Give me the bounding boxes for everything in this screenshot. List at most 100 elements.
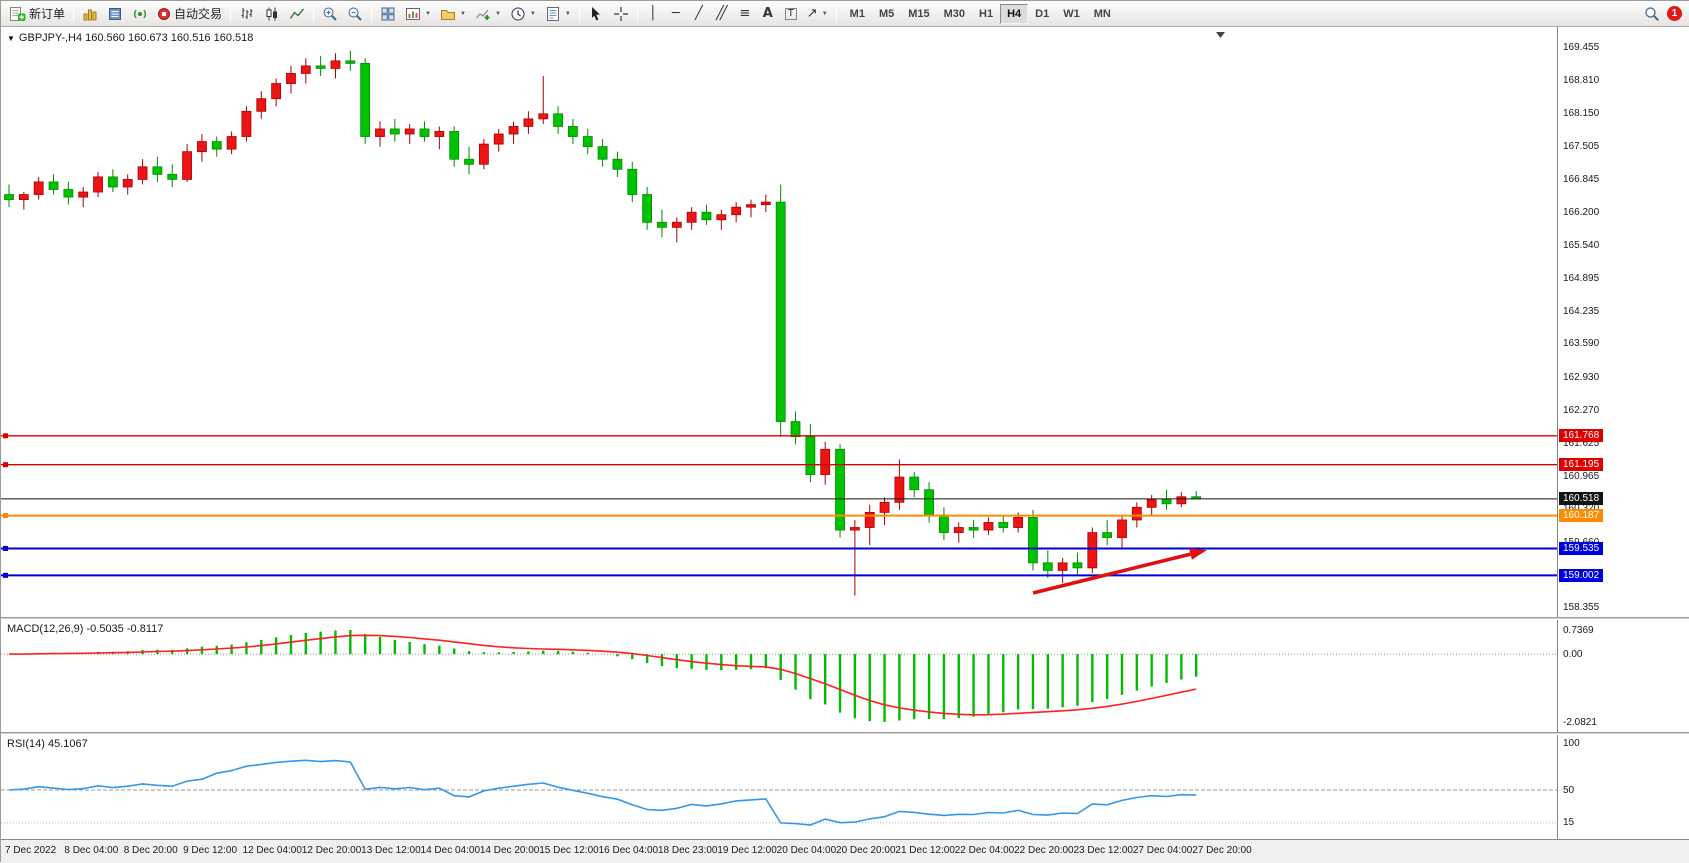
candle <box>18 192 29 210</box>
templates-button[interactable]: ▼ <box>541 3 575 25</box>
horizontal-line-tool-button[interactable]: ─ <box>665 3 687 25</box>
chart-window-button[interactable] <box>78 3 102 25</box>
profiles-button[interactable]: ▼ <box>436 3 470 25</box>
candle <box>211 136 222 157</box>
crosshair-button[interactable] <box>609 3 633 25</box>
chart-shift-marker-icon[interactable] <box>1216 32 1225 38</box>
data-window-button[interactable] <box>128 3 152 25</box>
search-button[interactable] <box>1640 3 1664 25</box>
trendline-icon: ╱ <box>694 6 703 21</box>
text-tool-icon: A <box>762 6 773 21</box>
tf-button-M15[interactable]: M15 <box>901 4 936 24</box>
price-chart-panel[interactable] <box>1 27 1557 617</box>
label-tool-button[interactable]: T <box>780 3 802 25</box>
candle <box>983 517 994 536</box>
trendline-tool-button[interactable]: ╱ <box>688 3 710 25</box>
candle <box>968 519 979 538</box>
tf-button-MN[interactable]: MN <box>1087 4 1118 24</box>
vertical-line-tool-button[interactable]: │ <box>642 3 664 25</box>
rsi-label: RSI(14) <box>7 738 45 750</box>
zoom-out-button[interactable] <box>343 3 367 25</box>
chart-menu-marker-icon[interactable]: ▼ <box>7 34 15 43</box>
rsi-scale-label: 100 <box>1563 737 1580 749</box>
macd-header: MACD(12,26,9) -0.5035 -0.8117 <box>7 623 163 635</box>
price-axis-label: 166.200 <box>1563 206 1600 218</box>
arrows-tool-button[interactable]: ↗ ▼ <box>803 3 832 25</box>
tf-button-M1[interactable]: M1 <box>843 4 872 24</box>
price-badge-159.002: 159.002 <box>1559 568 1604 582</box>
indicators-button[interactable]: ▼ <box>471 3 505 25</box>
candle <box>4 184 14 208</box>
price-axis-label: 167.505 <box>1563 140 1600 152</box>
price-axis[interactable]: 161.768 161.195 160.518 160.187 159.535 159.0… <box>1557 27 1689 839</box>
macd-panel[interactable] <box>1 620 1557 732</box>
cursor-button[interactable] <box>584 3 608 25</box>
bar-chart-button[interactable] <box>235 3 259 25</box>
tile-windows-button[interactable] <box>376 3 400 25</box>
dropdown-caret-icon[interactable]: ▼ <box>821 10 828 17</box>
candle <box>107 169 118 193</box>
time-axis[interactable]: 7 Dec 2022 8 Dec 04:00 8 Dec 20:00 9 Dec 12… <box>1 839 1689 863</box>
market-watch-button[interactable] <box>103 3 127 25</box>
line-handle[interactable] <box>3 462 8 468</box>
panel-splitter[interactable] <box>1 617 1689 620</box>
macd-scale-label: 0.00 <box>1563 648 1583 660</box>
tf-button-W1[interactable]: W1 <box>1056 4 1087 24</box>
dropdown-caret-icon[interactable]: ▼ <box>459 10 466 17</box>
line-handle[interactable] <box>3 572 8 578</box>
price-axis-label: 160.965 <box>1563 470 1600 482</box>
dropdown-caret-icon[interactable]: ▼ <box>529 10 536 17</box>
periods-button[interactable]: ▼ <box>506 3 540 25</box>
panel-splitter[interactable] <box>1 732 1689 735</box>
time-label: 7 Dec 2022 <box>5 845 57 856</box>
dropdown-caret-icon[interactable]: ▼ <box>494 10 501 17</box>
tf-button-M30[interactable]: M30 <box>937 4 972 24</box>
tf-button-D1[interactable]: D1 <box>1028 4 1056 24</box>
dropdown-caret-icon[interactable]: ▼ <box>564 10 571 17</box>
tile-windows-icon <box>381 7 395 20</box>
tf-button-H4[interactable]: H4 <box>1000 3 1029 24</box>
candle <box>404 123 415 145</box>
new-chart-button[interactable]: ▼ <box>401 3 435 25</box>
candle <box>137 159 148 185</box>
timeframe-group: M1 M5 M15 M30 H1 H4 D1 W1 MN <box>843 3 1118 24</box>
rsi-line <box>8 759 1197 826</box>
new-chart-icon <box>406 7 421 20</box>
candle <box>701 204 712 225</box>
rsi-panel[interactable] <box>1 735 1557 839</box>
fibonacci-tool-button[interactable]: ≡ <box>734 3 756 25</box>
tf-button-M5[interactable]: M5 <box>872 4 901 24</box>
candle <box>33 176 44 200</box>
trend-arrow[interactable] <box>1032 548 1207 595</box>
templates-icon <box>546 6 559 21</box>
notification-badge[interactable]: 1 <box>1667 6 1682 21</box>
text-tool-button[interactable]: A <box>757 3 779 25</box>
tf-button-H1[interactable]: H1 <box>972 4 1000 24</box>
zoom-in-button[interactable] <box>318 3 342 25</box>
candle <box>508 121 519 145</box>
candle <box>553 106 563 135</box>
candlestick-chart-button[interactable] <box>260 3 284 25</box>
channel-tool-button[interactable]: ╱╱ <box>711 3 733 25</box>
dropdown-caret-icon[interactable]: ▼ <box>425 10 431 17</box>
candle <box>998 514 1009 533</box>
line-handle[interactable] <box>3 433 8 439</box>
vertical-line-icon: │ <box>648 6 657 21</box>
time-label: 22 Dec 20:00 <box>1014 845 1074 856</box>
line-handle[interactable] <box>3 545 8 551</box>
toolbar-separator <box>636 5 638 22</box>
candle <box>612 151 623 177</box>
time-label: 18 Dec 23:00 <box>657 845 718 856</box>
auto-trading-button[interactable]: 自动交易 <box>153 3 226 25</box>
toolbar-separator <box>578 5 580 22</box>
line-chart-button[interactable] <box>285 3 309 25</box>
chart-window-icon <box>83 9 97 20</box>
candle <box>879 497 890 525</box>
candle <box>345 50 356 71</box>
candle <box>152 156 163 182</box>
new-order-button[interactable]: 新订单 <box>5 3 69 25</box>
market-watch-icon <box>109 7 122 20</box>
indicators-icon <box>475 9 490 20</box>
toolbar-separator <box>313 5 315 22</box>
line-handle[interactable] <box>3 513 8 519</box>
